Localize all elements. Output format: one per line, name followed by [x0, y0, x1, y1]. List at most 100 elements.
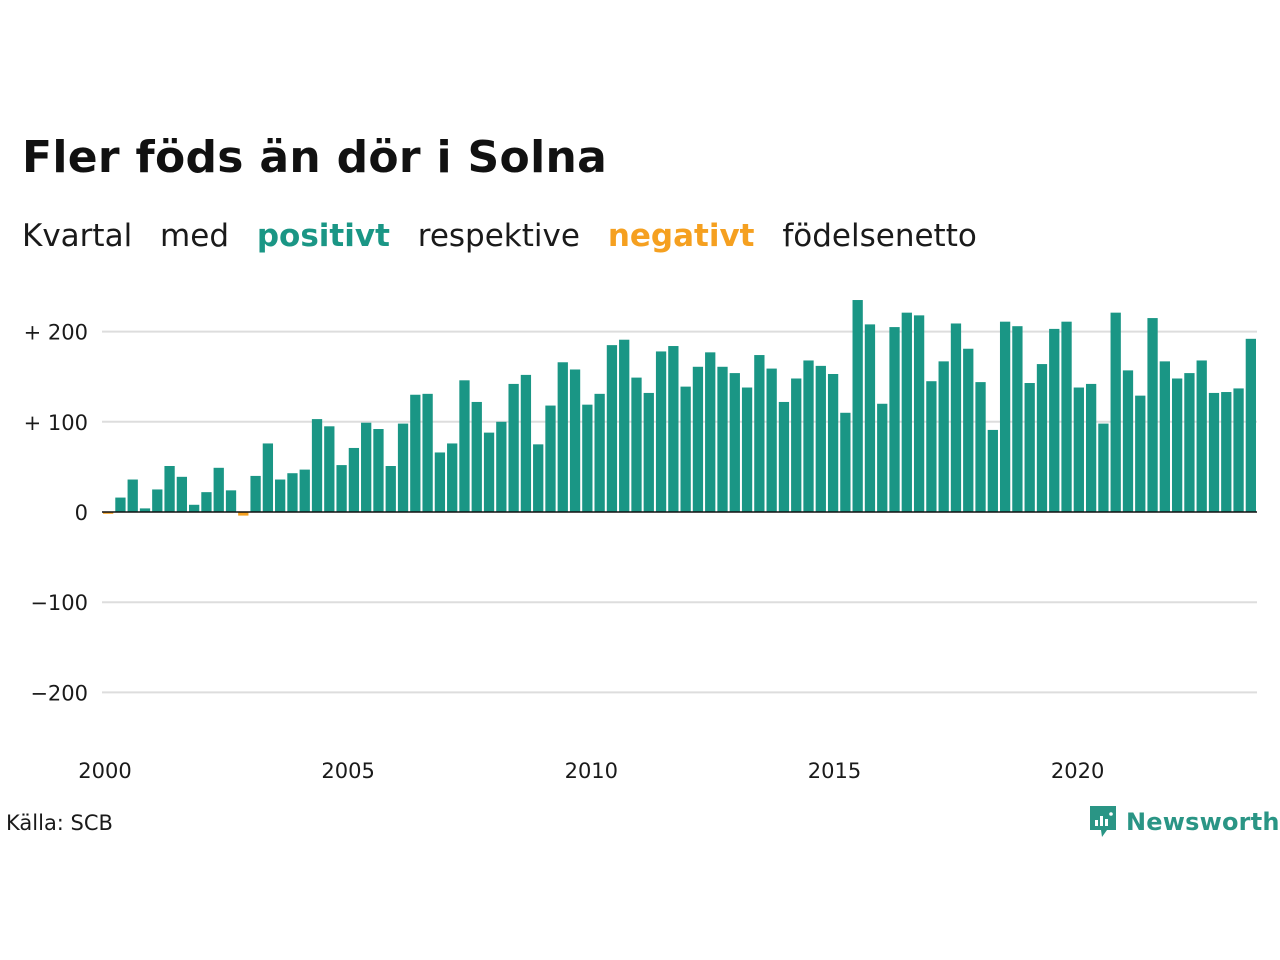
data-bar	[606, 345, 618, 512]
data-bar	[569, 369, 581, 512]
bar-chart: + 200 + 100 0 −100 −200 2000 2005 2010 2015 2020	[24, 300, 1257, 783]
data-bar	[754, 355, 765, 512]
data-bar	[619, 339, 630, 512]
data-bar	[741, 387, 753, 512]
data-bar	[434, 452, 446, 512]
data-bar	[668, 346, 679, 512]
data-bar	[1085, 383, 1097, 512]
data-bar	[471, 401, 482, 512]
data-bar	[1036, 364, 1048, 512]
data-bar	[508, 383, 519, 512]
y-tick-label: −200	[30, 681, 88, 705]
data-bar	[1061, 321, 1072, 512]
data-bar	[483, 432, 495, 512]
data-bar	[1098, 423, 1109, 512]
subtitle-word-net-births: födelsenetto	[782, 218, 977, 254]
subtitle-word-quarter: Kvartal	[22, 218, 133, 254]
data-bar	[1049, 328, 1060, 512]
data-bar	[275, 479, 286, 512]
data-bar	[827, 373, 839, 512]
data-bar	[791, 378, 802, 512]
data-bar	[705, 352, 716, 512]
data-bar	[852, 300, 863, 512]
data-bar	[1012, 326, 1023, 512]
data-bar	[447, 443, 458, 512]
y-tick-label: −100	[30, 591, 88, 615]
data-bar	[324, 426, 335, 512]
data-bar	[877, 403, 888, 512]
data-bar	[103, 512, 114, 514]
x-tick-label: 2020	[1051, 759, 1104, 783]
data-bar	[373, 429, 384, 512]
data-bar	[729, 373, 740, 512]
y-tick-label: + 200	[24, 321, 88, 345]
data-bar	[913, 315, 925, 512]
data-bar	[655, 351, 667, 512]
subtitle-word-with: med	[160, 218, 229, 254]
y-tick-label: 0	[75, 501, 88, 525]
data-bar	[1184, 373, 1195, 512]
data-bar	[999, 321, 1011, 512]
data-bar	[926, 381, 937, 512]
data-bar	[1135, 395, 1146, 512]
data-bar	[287, 473, 298, 512]
data-bar	[348, 447, 360, 512]
data-bar	[422, 393, 433, 512]
subtitle-word-respectively: respektive	[417, 218, 580, 254]
source-note: Källa: SCB	[6, 811, 113, 835]
data-bar	[1208, 392, 1220, 512]
data-bar	[1171, 378, 1183, 512]
data-bar	[238, 512, 249, 516]
data-bar	[950, 323, 962, 512]
data-bar	[1147, 318, 1158, 512]
newsworthy-logo-icon	[1090, 806, 1116, 837]
data-bar	[213, 467, 224, 512]
data-bar	[127, 479, 138, 512]
data-bar	[225, 490, 237, 512]
data-bar	[397, 423, 409, 512]
data-bar	[520, 374, 532, 512]
data-bar	[299, 469, 310, 512]
data-bar	[176, 476, 188, 512]
data-bar	[975, 382, 986, 512]
x-tick-label: 2000	[78, 759, 131, 783]
data-bar	[1196, 360, 1207, 512]
x-tick-label: 2010	[565, 759, 618, 783]
data-bar	[717, 366, 728, 512]
data-bar	[336, 465, 347, 512]
data-bar	[311, 419, 323, 512]
data-bar	[1122, 370, 1134, 512]
data-bar	[582, 404, 593, 512]
y-tick-label: + 100	[24, 411, 88, 435]
data-bar	[152, 489, 163, 512]
newsworthy-logo-text: Newsworthy	[1126, 808, 1280, 836]
data-bar	[189, 504, 200, 512]
chart-subtitle: Kvartal med positivt respektive negativt…	[22, 218, 995, 254]
data-bar	[1233, 388, 1244, 512]
chart-title: Fler föds än dör i Solna	[22, 132, 608, 183]
data-bar	[594, 393, 605, 512]
data-bar	[778, 401, 790, 512]
x-tick-label: 2015	[808, 759, 861, 783]
data-bar	[164, 465, 175, 512]
data-bar	[803, 360, 814, 512]
data-bar	[410, 394, 421, 512]
data-bar	[840, 412, 851, 512]
data-bar	[1110, 312, 1121, 512]
x-tick-label: 2005	[321, 759, 374, 783]
data-bar	[1024, 383, 1035, 512]
data-bar	[1159, 361, 1170, 512]
data-bar	[533, 444, 544, 512]
data-bar	[361, 422, 372, 512]
data-bar	[1221, 392, 1232, 512]
newsworthy-logo: Newsworthy	[1088, 804, 1280, 840]
data-bar	[545, 405, 556, 512]
data-bar	[864, 324, 876, 512]
data-bar	[680, 386, 691, 512]
data-bar	[115, 497, 126, 512]
data-bar	[496, 421, 507, 512]
data-bar	[201, 492, 212, 512]
data-bar	[459, 380, 470, 512]
subtitle-negative-label: negativt	[607, 218, 755, 254]
data-bar	[250, 475, 261, 512]
